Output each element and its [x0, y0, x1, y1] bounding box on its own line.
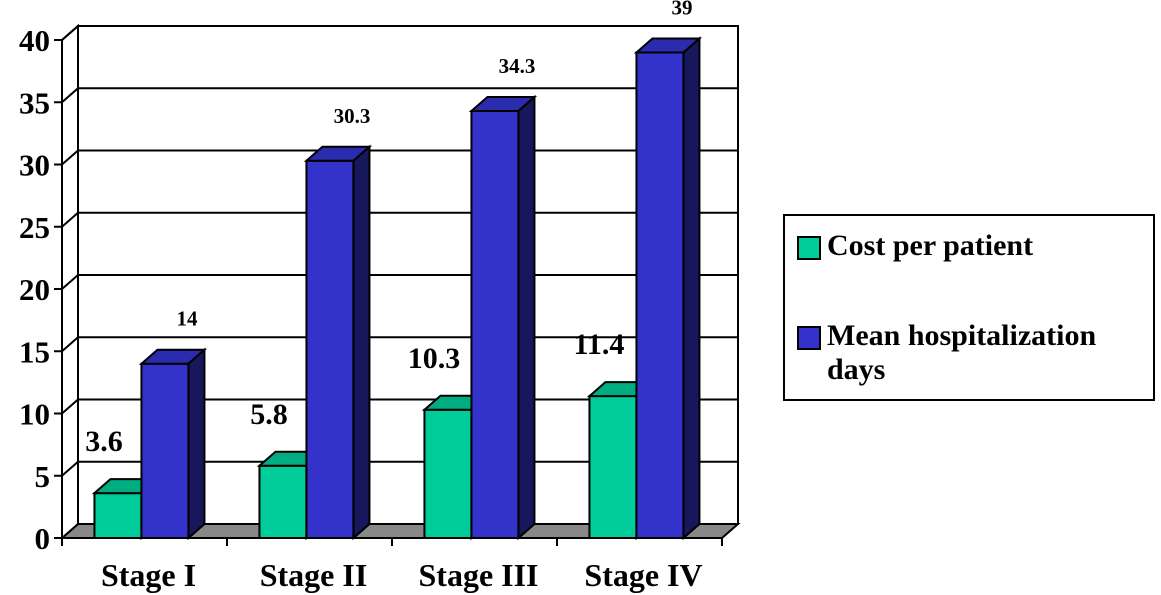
data-label: 10.3	[408, 342, 461, 375]
data-label: 34.3	[499, 54, 536, 78]
data-label: 39	[671, 0, 692, 19]
data-label: 14	[176, 307, 198, 331]
bar-side	[682, 36, 701, 541]
legend: Cost per patient Mean hospitalization da…	[783, 214, 1155, 401]
data-labels: 3.6 14 5.8 30.3 10.3 34.3 11.4 39	[85, 0, 692, 458]
x-tick-label: Stage I	[101, 557, 196, 593]
y-axis: 0 5 10 15 20 25 30 35 40	[19, 23, 63, 556]
x-tick-label: Stage III	[418, 557, 538, 593]
bar-front	[258, 464, 308, 540]
bar-front	[140, 362, 190, 540]
bar-side	[187, 347, 206, 541]
y-tick-label: 30	[19, 148, 50, 183]
gridline	[61, 25, 738, 41]
y-tick-label: 15	[19, 334, 50, 369]
gridline	[61, 87, 738, 104]
legend-item-hospitalization: Mean hospitalization days	[797, 319, 1096, 387]
data-label: 11.4	[574, 328, 625, 361]
legend-swatch-cost	[797, 236, 821, 260]
data-label: 5.8	[250, 398, 288, 431]
data-label: 30.3	[334, 104, 371, 128]
y-tick-label: 35	[19, 85, 50, 120]
legend-label-hospitalization: Mean hospitalization days	[827, 319, 1097, 386]
x-tick-label: Stage II	[260, 557, 368, 593]
y-tick-label: 0	[35, 521, 51, 556]
bar-front	[305, 159, 355, 539]
x-axis: Stage I Stage II Stage III Stage IV	[61, 537, 723, 593]
bar-front	[470, 109, 520, 539]
y-tick-label: 40	[19, 23, 50, 58]
bar-front	[588, 395, 638, 539]
y-tick-label: 25	[19, 210, 50, 245]
legend-item-cost: Cost per patient	[797, 229, 1033, 263]
x-tick-label: Stage IV	[584, 557, 702, 593]
y-tick-label: 10	[19, 397, 50, 432]
bar-front	[423, 408, 473, 540]
bar-side	[352, 144, 371, 541]
bar-side	[517, 94, 536, 541]
legend-swatch-hospitalization	[797, 326, 821, 350]
data-label: 3.6	[85, 425, 123, 458]
legend-label-cost: Cost per patient	[827, 229, 1034, 262]
y-tick-label: 5	[35, 459, 51, 494]
y-tick-label: 20	[19, 272, 50, 307]
bar-front	[635, 51, 685, 539]
bars	[91, 36, 703, 541]
bar-front	[93, 492, 143, 539]
